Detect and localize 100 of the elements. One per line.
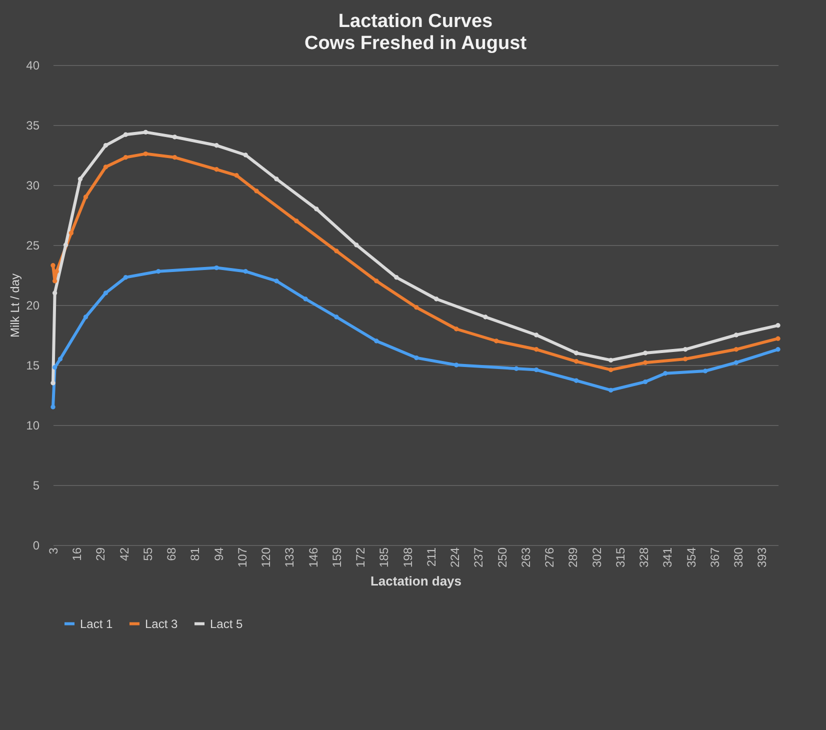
point [243,152,248,158]
point [52,278,58,284]
point [50,380,56,386]
y-tick-label: 5 [32,478,40,492]
point [52,290,58,296]
legend-label: Lact 5 [210,616,244,631]
y-tick-label: 0 [32,538,40,552]
point [574,359,579,364]
x-tick-label: 42 [117,547,132,561]
point [274,176,279,182]
x-tick-label: 276 [542,547,557,568]
point [50,404,56,410]
point [143,130,148,135]
x-tick-label: 341 [660,547,675,568]
point [414,305,419,310]
x-tick-label: 185 [377,547,392,568]
point [434,296,439,302]
x-tick-label: 81 [188,547,202,561]
point [123,132,128,137]
point [643,379,648,384]
point [574,378,579,383]
point [303,296,308,302]
point [123,155,128,160]
y-tick-label: 30 [26,178,40,192]
point [78,176,83,182]
point [394,275,399,280]
y-tick-label: 35 [26,118,40,132]
point [83,314,88,320]
x-axis-title: Lactation days [370,574,462,589]
point [608,358,614,363]
point [214,143,219,148]
y-tick-label: 20 [26,298,40,312]
point [374,278,379,284]
point [682,356,688,362]
point [682,347,688,352]
point [214,265,219,270]
point [172,134,178,140]
chart-title: Lactation Curves [338,11,493,32]
point [483,314,488,320]
point [734,347,739,352]
x-tick-label: 120 [259,547,274,568]
point [234,173,239,178]
point [534,347,539,352]
point [50,263,56,268]
x-tick-label: 172 [354,547,368,568]
x-tick-label: 354 [684,547,698,568]
x-tick-label: 224 [448,547,462,568]
chart-subtitle: Cows Freshed in August [304,33,528,54]
x-tick-label: 16 [70,547,84,561]
y-tick-label: 40 [26,58,40,72]
y-axis-title: Milk Lt / day [8,273,22,338]
x-tick-label: 159 [330,547,344,568]
point [103,290,108,296]
x-tick-label: 289 [566,547,580,568]
point [608,388,614,393]
point [58,356,63,362]
x-tick-label: 3 [46,547,60,554]
point [294,218,299,224]
x-tick-label: 107 [235,547,250,568]
point [454,362,459,368]
y-tick-label: 15 [26,358,40,372]
x-tick-label: 94 [212,547,226,561]
x-tick-label: 133 [282,547,297,568]
point [574,350,579,356]
point [243,269,248,274]
point [254,188,259,194]
x-tick-label: 315 [613,547,628,568]
x-tick-label: 146 [306,547,320,568]
point [776,336,780,341]
point [103,164,108,170]
x-tick-label: 328 [637,547,652,568]
point [68,230,74,236]
point [63,242,68,248]
x-tick-label: 198 [400,547,415,568]
point [494,338,499,344]
point [334,314,339,320]
point [643,360,648,365]
point [534,367,539,372]
point [734,332,739,338]
point [374,338,379,344]
point [776,323,780,328]
x-tick-label: 367 [708,547,722,568]
x-tick-label: 302 [590,547,604,568]
point [663,371,668,376]
point [143,151,148,156]
point [514,366,519,371]
point [103,143,108,148]
point [214,167,219,172]
point [83,194,88,200]
point [608,367,614,372]
point [334,248,339,254]
x-tick-label: 29 [94,547,108,561]
y-tick-label: 10 [26,418,40,432]
point [454,326,459,332]
point [702,368,708,374]
point [274,278,279,284]
point [734,360,739,365]
point [156,269,161,274]
point [123,275,128,280]
x-tick-label: 393 [755,547,770,568]
